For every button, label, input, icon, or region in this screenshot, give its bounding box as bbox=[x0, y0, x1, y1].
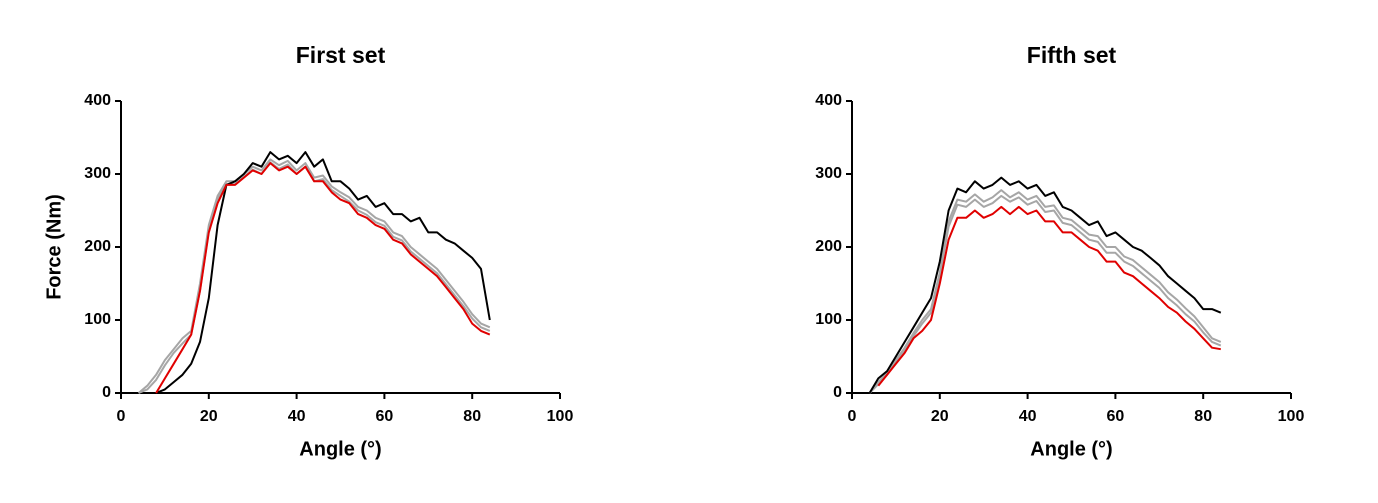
x-tick-label: 60 bbox=[1107, 408, 1125, 425]
y-tick-label: 100 bbox=[84, 311, 111, 328]
y-tick-label: 400 bbox=[815, 92, 842, 109]
y-tick-label: 400 bbox=[84, 92, 111, 109]
x-tick-label: 80 bbox=[1194, 408, 1212, 425]
x-tick-label: 0 bbox=[117, 408, 126, 425]
x-tick-label: 60 bbox=[376, 408, 394, 425]
y-tick-label: 300 bbox=[815, 165, 842, 182]
y-axis-label: Force (Nm) bbox=[43, 194, 65, 300]
y-tick-label: 0 bbox=[102, 384, 111, 401]
subplot: Fifth set 0 20 40 60 80 100 0 100 200 300 400 Angle … bbox=[815, 42, 1304, 460]
series-line bbox=[155, 162, 491, 394]
x-tick-label: 20 bbox=[931, 408, 949, 425]
x-axis-label: Angle (°) bbox=[299, 438, 381, 460]
x-axis-label: Angle (°) bbox=[1030, 438, 1112, 460]
y-tick-label: 100 bbox=[815, 311, 842, 328]
x-tick-label: 80 bbox=[463, 408, 481, 425]
series-line bbox=[877, 205, 1221, 387]
series-line bbox=[868, 194, 1222, 394]
x-tick-label: 40 bbox=[1019, 408, 1037, 425]
x-tick-label: 0 bbox=[848, 408, 857, 425]
y-tick-label: 200 bbox=[84, 238, 111, 255]
series-line bbox=[868, 176, 1222, 394]
series-line bbox=[868, 189, 1222, 394]
y-tick-label: 200 bbox=[815, 238, 842, 255]
series-line bbox=[137, 158, 491, 394]
x-tick-label: 40 bbox=[288, 408, 306, 425]
series-line bbox=[155, 151, 491, 394]
x-tick-label: 20 bbox=[200, 408, 218, 425]
x-tick-label: 100 bbox=[547, 408, 574, 425]
chart-title: First set bbox=[296, 42, 386, 68]
subplot: First set 0 20 40 60 80 100 0 100 200 300 400 Angle … bbox=[43, 42, 573, 460]
x-tick-label: 100 bbox=[1278, 408, 1305, 425]
chart-title: Fifth set bbox=[1027, 42, 1117, 68]
y-tick-label: 0 bbox=[833, 384, 842, 401]
y-tick-label: 300 bbox=[84, 165, 111, 182]
